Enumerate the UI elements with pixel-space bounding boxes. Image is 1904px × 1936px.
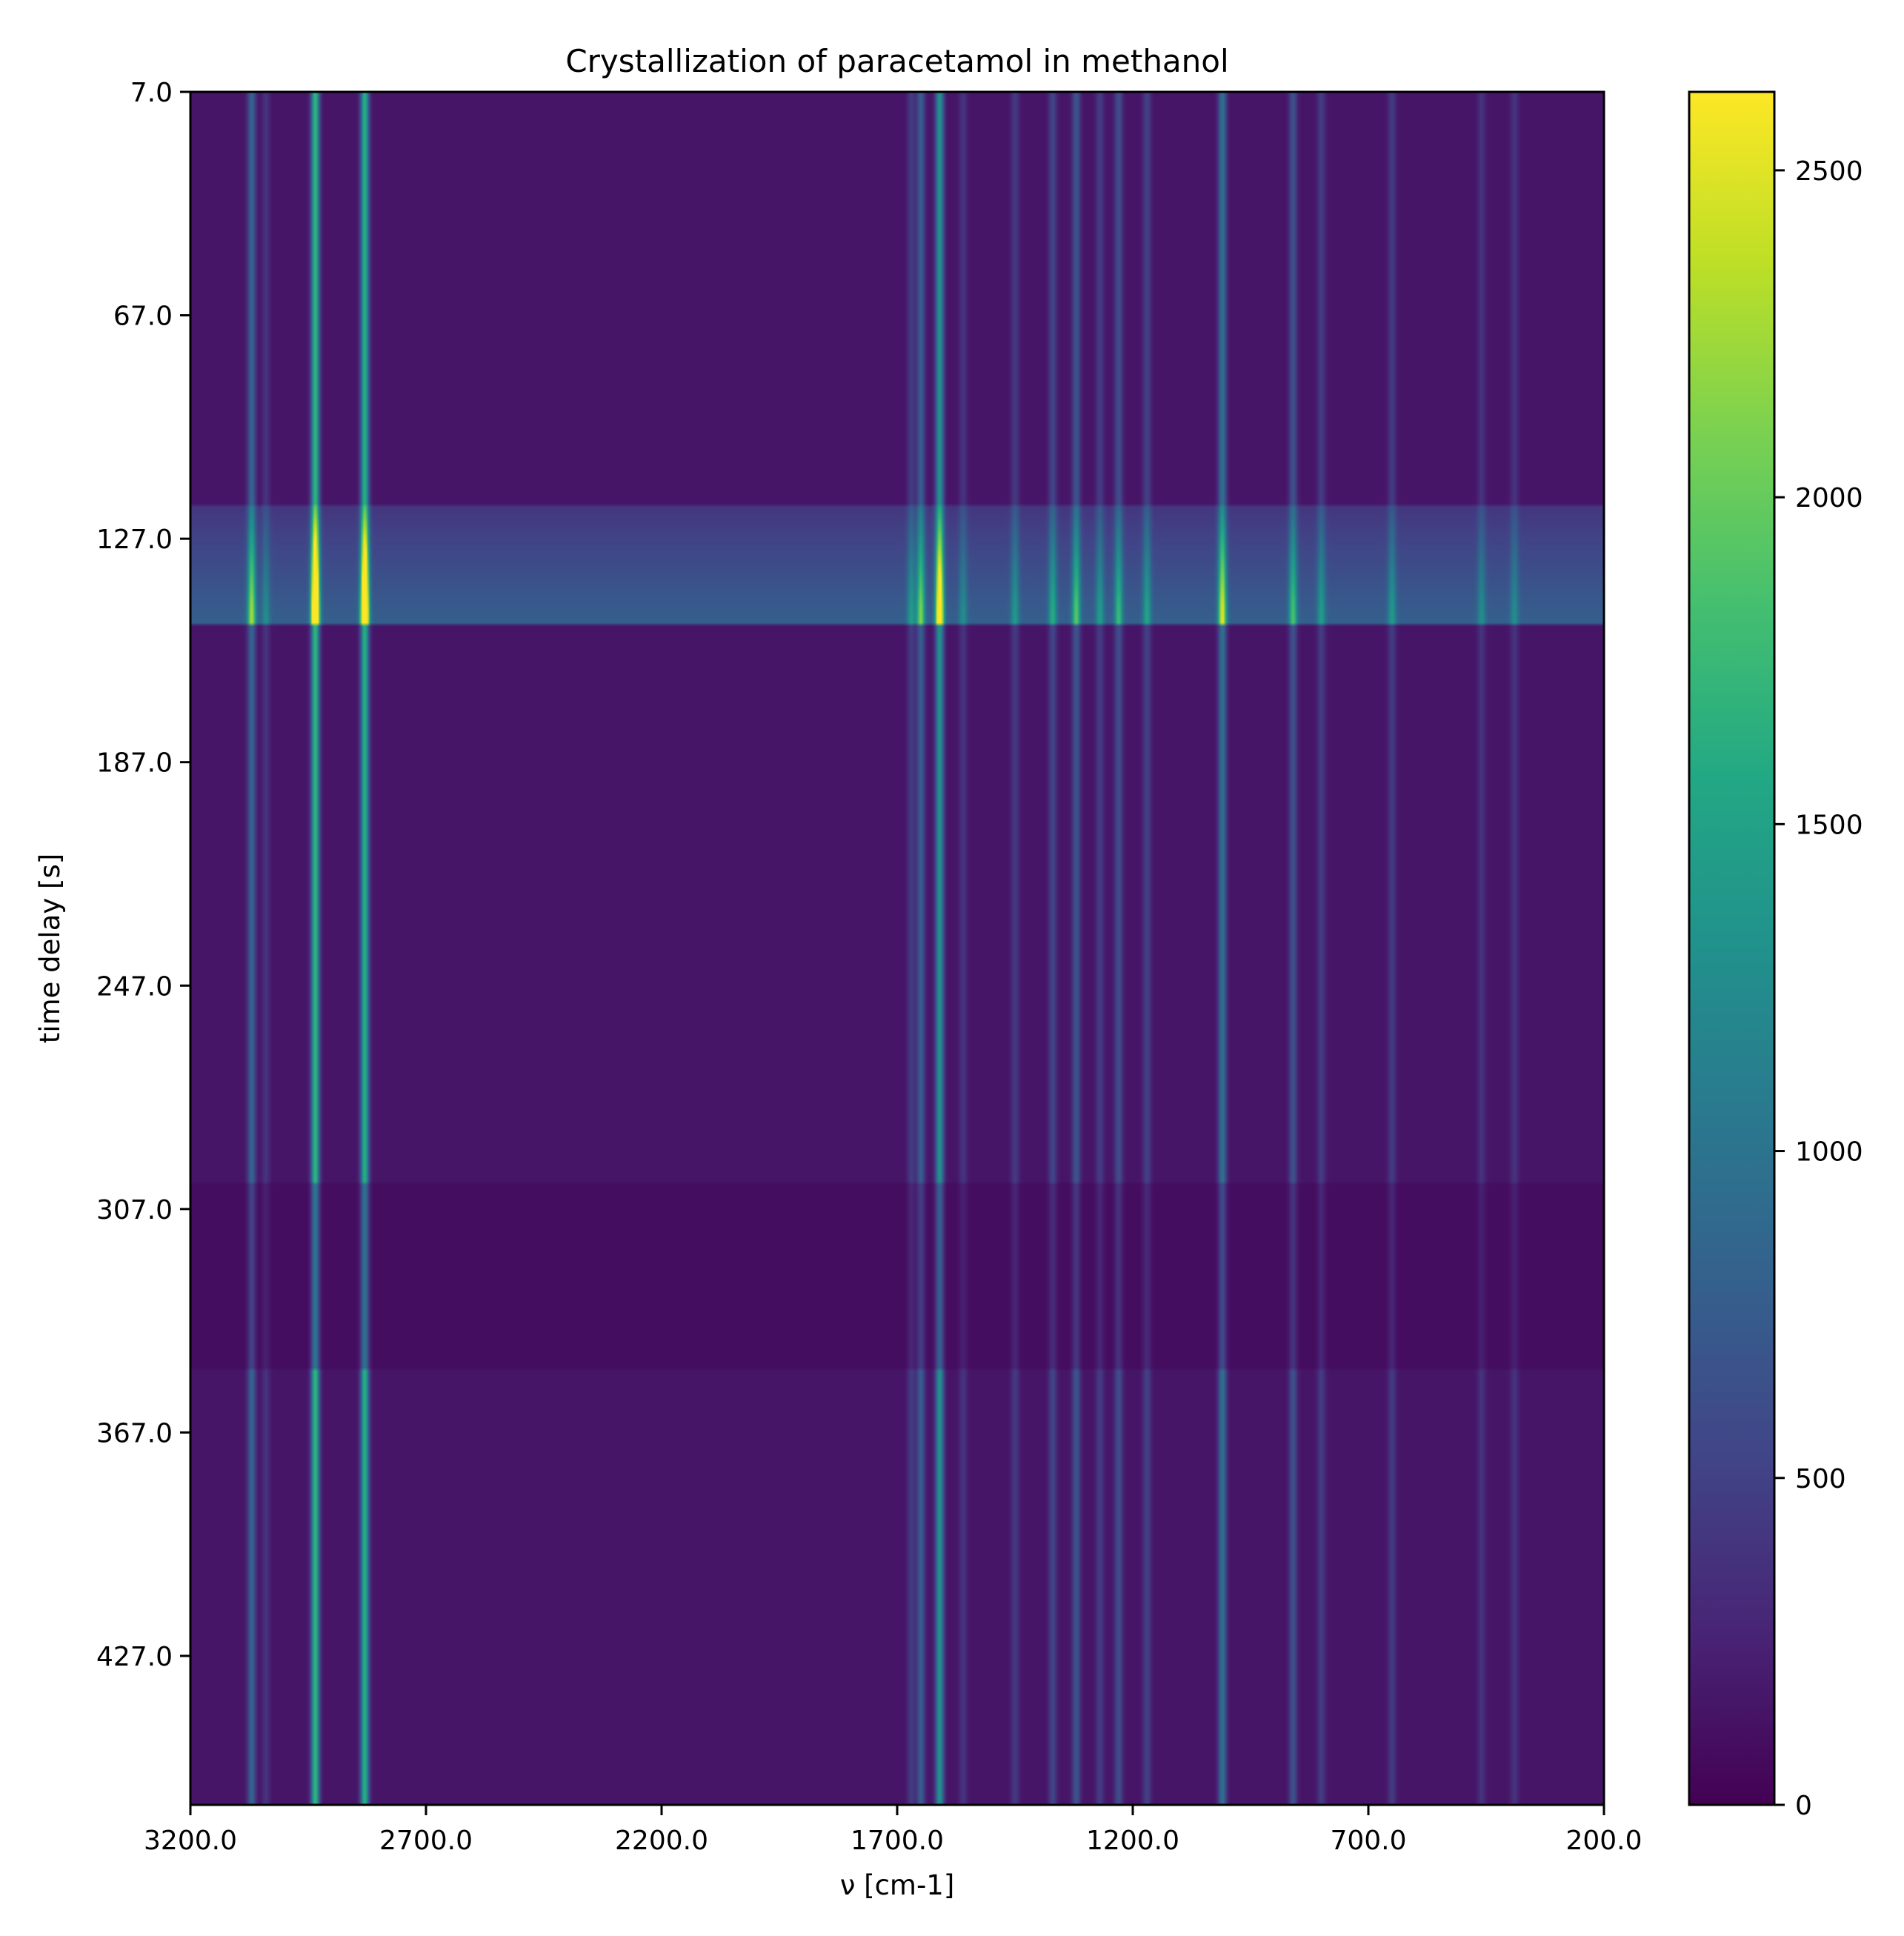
x-tick-label: 1700.0 <box>851 1826 944 1856</box>
x-tick-label: 200.0 <box>1565 1826 1642 1856</box>
x-axis: 3200.0 2700.0 2200.0 1700.0 1200.0 700.0 200.0 <box>144 1805 1642 1856</box>
y-tick-label: 367.0 <box>96 1418 173 1448</box>
x-tick-label: 2200.0 <box>615 1826 708 1856</box>
y-tick-label: 7.0 <box>130 78 173 108</box>
x-axis-label: ν [cm-1] <box>840 1869 955 1901</box>
colorbar-tick-label: 1000 <box>1795 1137 1863 1168</box>
colorbar-tick-label: 2000 <box>1795 483 1863 513</box>
x-tick-label: 700.0 <box>1330 1826 1406 1856</box>
x-tick-label: 2700.0 <box>379 1826 473 1856</box>
y-tick-label: 307.0 <box>96 1195 173 1225</box>
colorbar-axis: 0 500 1000 1500 2000 2500 <box>1774 156 1863 1821</box>
y-tick-label: 247.0 <box>96 971 173 1002</box>
y-axis: 7.0 67.0 127.0 187.0 247.0 307.0 367.0 427.0 <box>96 78 190 1672</box>
x-tick-label: 1200.0 <box>1086 1826 1179 1856</box>
y-tick-label: 427.0 <box>96 1642 173 1672</box>
y-tick-label: 67.0 <box>113 302 173 332</box>
y-tick-label: 187.0 <box>96 748 173 779</box>
colorbar <box>1688 90 1776 1806</box>
colorbar-tick-label: 500 <box>1795 1464 1846 1494</box>
colorbar-tick-label: 0 <box>1795 1791 1812 1821</box>
x-tick-label: 3200.0 <box>144 1826 237 1856</box>
heatmap-image <box>190 92 1604 1805</box>
colorbar-tick-label: 1500 <box>1795 810 1863 840</box>
heatmap <box>190 92 1604 1805</box>
y-axis-label: time delay [s] <box>34 854 66 1043</box>
chart-title: Crystallization of paracetamol in methan… <box>565 43 1228 79</box>
y-tick-label: 127.0 <box>96 525 173 555</box>
colorbar-tick-label: 2500 <box>1795 156 1863 187</box>
